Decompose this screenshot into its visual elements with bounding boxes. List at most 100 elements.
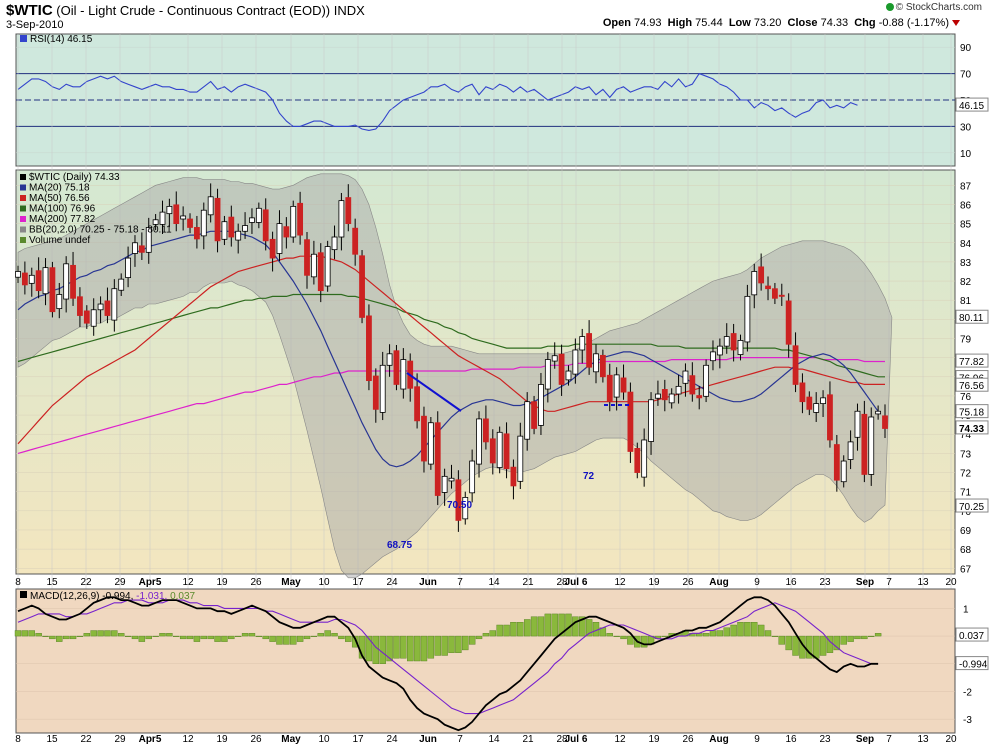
histogram-bar — [489, 630, 496, 637]
histogram-bar — [221, 635, 228, 642]
x-tick-label: 8 — [15, 577, 21, 588]
macd-legend-swatch — [20, 591, 27, 598]
candle-body — [565, 370, 572, 381]
histogram-bar — [131, 635, 139, 640]
candle-body — [558, 353, 565, 385]
candle-body — [221, 221, 228, 240]
histogram-bar — [111, 630, 118, 637]
x-tick-label-bottom: 17 — [352, 734, 364, 744]
candle-body — [166, 205, 173, 215]
histogram-bar — [523, 619, 531, 637]
histogram-bar — [76, 635, 84, 637]
chart-title: $WTIC (Oil - Light Crude - Continuous Co… — [6, 2, 365, 19]
price-value-tag-text: 80.11 — [959, 313, 984, 324]
instrument-name: (Oil - Light Crude - Continuous Contract… — [56, 3, 331, 18]
histogram-bar — [166, 633, 173, 637]
histogram-bar — [345, 635, 352, 642]
legend-entry: BB(20,2.0) 70.25 - 75.18 - 80.11 — [29, 225, 172, 236]
candle-body — [813, 403, 820, 413]
candle-body — [207, 196, 214, 216]
candle-body — [620, 377, 627, 393]
histogram-bar — [351, 635, 359, 648]
candle-body — [97, 303, 104, 311]
price-tick-label: 86 — [960, 200, 972, 211]
candle-body — [434, 422, 441, 496]
histogram-bar — [241, 633, 249, 637]
candle-body — [49, 267, 56, 313]
histogram-bar — [379, 635, 386, 664]
candle-body — [496, 431, 503, 468]
candle-body — [214, 197, 221, 242]
ma50-line — [17, 255, 885, 445]
candle-body — [297, 202, 304, 236]
rsi-tick-label: 90 — [960, 43, 972, 54]
x-tick-label-bottom: Sep — [856, 734, 874, 744]
candle-body — [593, 353, 599, 373]
histogram-bar — [819, 635, 827, 656]
x-tick-label: 15 — [46, 577, 58, 588]
candle-body — [579, 336, 586, 351]
chart-date: 3-Sep-2010 — [6, 19, 64, 31]
histogram-bar — [400, 635, 407, 659]
candle-body — [455, 479, 462, 521]
histogram-bar — [228, 635, 235, 640]
open-value: 74.93 — [634, 17, 662, 29]
histogram-bar — [585, 619, 593, 637]
histogram-bar — [854, 635, 861, 640]
price-value-tag: 75.18 — [955, 404, 989, 419]
price-value-tag-text: 74.33 — [959, 424, 984, 435]
histogram-bar — [179, 635, 187, 640]
candle-body — [379, 364, 386, 413]
x-tick-label-bottom: 8 — [15, 734, 21, 744]
candle-body — [132, 242, 138, 254]
histogram-bar — [709, 630, 717, 637]
candle-body — [304, 239, 310, 276]
histogram-bar — [551, 613, 558, 637]
x-tick-label-bottom: 21 — [522, 734, 534, 744]
candle-body — [393, 350, 400, 385]
candle-body — [249, 217, 255, 223]
price-value-tag-box — [955, 404, 989, 419]
high-value: 75.44 — [695, 17, 723, 29]
candle-body — [655, 393, 661, 399]
candle-body — [194, 227, 200, 240]
histogram-bar — [310, 635, 318, 637]
candle-body — [421, 415, 427, 462]
price-tick-label: 87 — [960, 181, 972, 192]
x-tick-label: 17 — [352, 577, 364, 588]
candle-body — [586, 333, 593, 368]
x-tick-label-bottom: 26 — [250, 734, 262, 744]
x-tick-label-bottom: 12 — [182, 734, 194, 744]
x-tick-label-bottom: Apr5 — [139, 734, 162, 744]
price-tick-label: 67 — [960, 564, 972, 575]
candle-body — [723, 336, 730, 347]
legend-entry: MA(200) 77.82 — [29, 214, 96, 225]
low-value: 73.20 — [753, 17, 782, 29]
legend-swatch — [20, 174, 26, 180]
candle-body — [675, 385, 682, 395]
macd-line — [17, 596, 879, 732]
price-tick-label: 79 — [960, 334, 972, 345]
legend-entry: Volume undef — [29, 235, 90, 246]
price-tick-label: 85 — [960, 220, 972, 231]
histogram-bar — [627, 635, 634, 645]
macd-value-tag-box — [955, 627, 989, 642]
histogram-bar — [847, 635, 854, 642]
macd-legend-signal: -1.031, — [136, 591, 170, 602]
candle-body — [90, 309, 97, 327]
histogram-bar — [28, 630, 35, 637]
histogram-bar — [290, 635, 297, 645]
candle-body — [118, 278, 125, 291]
x-tick-label-bottom: May — [281, 734, 301, 744]
histogram-bar — [35, 633, 42, 637]
low-annotation: 70.50 — [447, 500, 472, 511]
macd-legend-hist: 0.037 — [170, 591, 195, 602]
macd-legend-macd: -0.994, — [102, 591, 136, 602]
histogram-bar — [83, 633, 91, 637]
price-value-tag: 77.82 — [955, 353, 989, 368]
ohlc-summary: Open 74.93 High 75.44 Low 73.20 Close 74… — [603, 17, 960, 29]
x-tick-label-bottom: Jul 6 — [565, 734, 588, 744]
exchange: INDX — [333, 3, 365, 18]
histogram-bar — [386, 635, 393, 662]
x-tick-label-bottom: 9 — [754, 734, 760, 744]
